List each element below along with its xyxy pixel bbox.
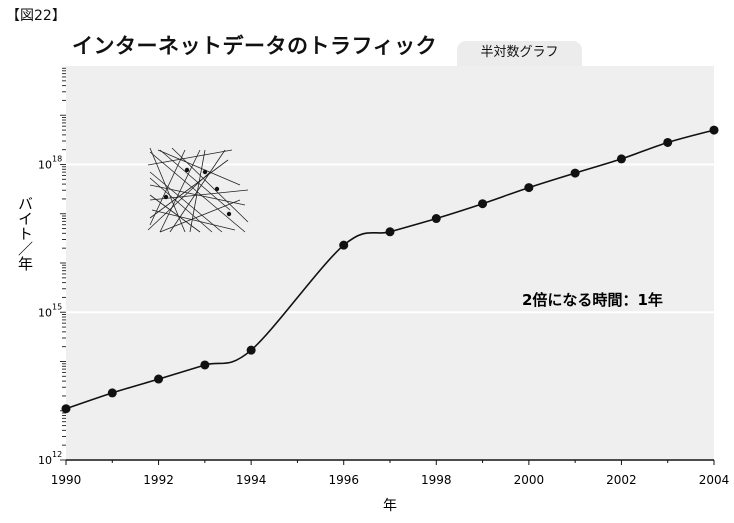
series-line	[65, 129, 715, 410]
x-tick-label: 1990	[51, 473, 82, 487]
plot-area	[66, 66, 714, 460]
x-axis-label: 年	[383, 498, 397, 514]
y-tick-base: 10	[38, 306, 52, 319]
data-point	[107, 388, 117, 398]
network-line	[149, 159, 229, 219]
network-line	[159, 199, 241, 233]
chart-title: インターネットデータのトラフィック	[72, 34, 438, 58]
y-tick-label: 10 12	[38, 450, 62, 467]
network-line	[149, 149, 186, 226]
x-tick-label: 1992	[143, 473, 174, 487]
network-line	[171, 147, 249, 223]
network-node	[184, 167, 190, 173]
x-tick-label: 1998	[421, 473, 452, 487]
data-point	[246, 345, 256, 355]
data-point	[385, 227, 395, 237]
data-point	[663, 137, 673, 147]
network-line	[149, 171, 223, 233]
data-point	[154, 374, 164, 384]
network-node	[226, 211, 232, 217]
network-line	[159, 149, 231, 211]
data-point	[709, 125, 719, 135]
network-line	[159, 149, 201, 233]
network-line	[157, 149, 241, 186]
data-point	[570, 168, 580, 178]
x-axis: 1990 1992 1994 1996 1998 2000 2002 2004	[51, 459, 730, 487]
data-point	[478, 199, 488, 209]
y-tick-base: 10	[38, 159, 52, 172]
scale-type-tab: 半対数グラフ	[457, 41, 582, 67]
figure-label: 【図22】	[6, 8, 66, 24]
y-axis-label: バイト／年	[16, 196, 34, 271]
x-tick-label: 2004	[699, 473, 730, 487]
y-tick-label: 10 18	[38, 155, 62, 172]
doubling-annotation: 2倍になる時間：1年	[522, 291, 663, 309]
data-point	[61, 404, 71, 414]
y-tick-exponent: 18	[52, 155, 62, 164]
data-point	[616, 154, 626, 164]
network-diagram	[147, 147, 249, 233]
network-node	[214, 186, 220, 192]
data-point	[339, 240, 349, 250]
network-line	[169, 149, 226, 233]
network-line	[149, 151, 246, 233]
y-tick-base: 10	[38, 454, 52, 467]
data-point	[524, 183, 534, 193]
y-tick-exponent: 12	[52, 450, 62, 459]
x-tick-label: 1996	[328, 473, 359, 487]
network-line	[149, 177, 213, 233]
x-tick-label: 1994	[236, 473, 267, 487]
data-point	[431, 214, 441, 224]
x-tick-label: 2002	[606, 473, 637, 487]
y-tick-exponent: 15	[52, 302, 62, 311]
network-node	[163, 194, 169, 200]
network-line	[147, 171, 211, 231]
x-tick-label: 2000	[514, 473, 545, 487]
data-point	[200, 360, 210, 370]
data-markers	[61, 125, 719, 414]
y-tick-label: 10 15	[38, 302, 62, 319]
network-line	[149, 194, 201, 233]
network-node	[202, 169, 208, 175]
